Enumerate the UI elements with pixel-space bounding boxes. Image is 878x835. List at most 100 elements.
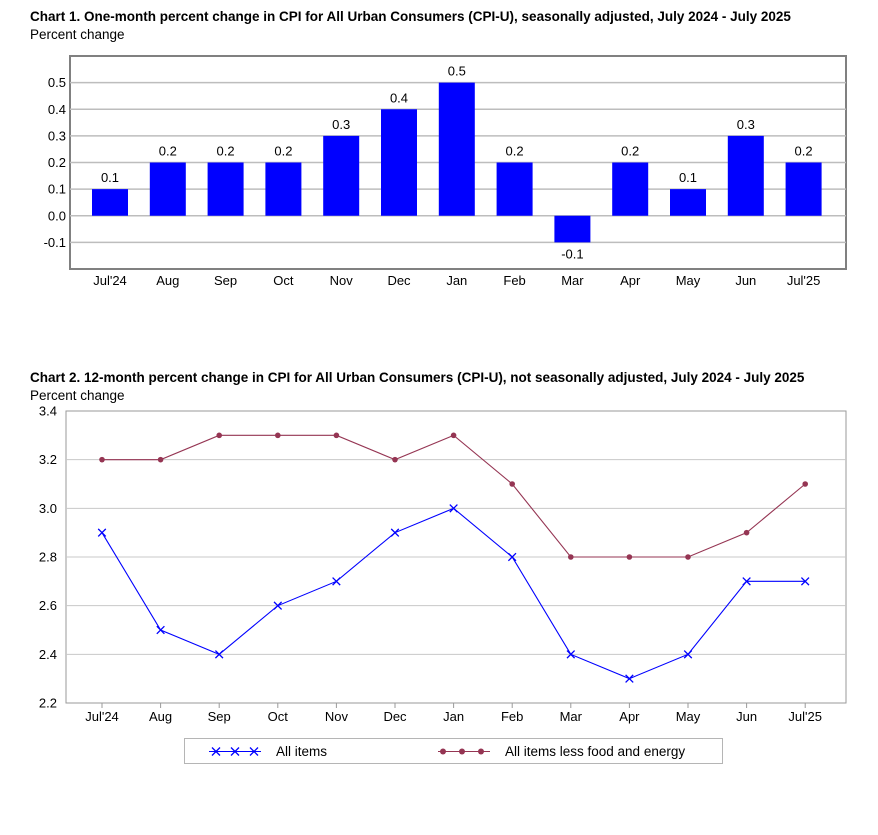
chart1-xtick-label: Aug [156,273,179,288]
chart2-point-core [509,481,515,487]
chart2-xtick-label: May [676,709,701,724]
chart1-ytick-label: -0.1 [44,235,66,250]
chart2-point-core [392,456,398,463]
legend-all-items-label: All items [276,744,328,759]
chart1-ylabel: Percent change [30,27,125,42]
chart2-point-core [450,432,457,439]
chart2-point-all-items [507,552,517,562]
chart1-xtick-label: Nov [330,273,354,288]
chart1-bar [149,162,186,216]
chart2-xtick-label: Dec [383,709,407,724]
chart2-ytick-label: 3.4 [39,404,57,419]
chart2-point-all-items [449,504,458,513]
chart1-bar [381,109,417,216]
chart1-xtick-label: Sep [214,273,237,288]
chart2-point-core [157,456,164,463]
chart1-xtick-label: Jul'25 [787,273,821,288]
chart2-point-all-items [97,528,107,537]
chart1-ytick-label: 0.0 [48,208,66,223]
chart2-point-all-items [156,625,165,635]
chart1-bar [785,162,822,216]
chart1-data-label: 0.2 [621,144,639,159]
chart2-xtick-label: Mar [560,709,583,724]
chart2-point-all-items [683,650,693,659]
chart2-point-all-items [273,601,283,610]
legend-all-items-swatch [209,747,261,756]
chart2-xtick-label: Feb [501,709,523,724]
chart2-ytick-label: 2.8 [39,550,57,565]
chart1-bar [438,82,475,216]
chart1-xtick-label: Oct [273,273,294,288]
chart1-bar [323,135,360,216]
chart2-ytick-label: 2.4 [39,647,57,662]
chart1-bar [670,189,706,216]
chart2-point-all-items [625,674,634,683]
chart1-data-label: 0.3 [737,117,755,132]
legend-core-swatch [438,748,490,755]
chart2-xtick-label: Aug [149,709,172,724]
chart1-ytick-label: 0.5 [48,75,66,90]
chart2-point-all-items [800,577,810,586]
chart2-xtick-label: Jun [736,709,757,724]
chart2-ytick-label: 2.2 [39,696,57,711]
chart2-xtick-label: Nov [325,709,349,724]
chart1-xtick-label: May [676,273,701,288]
chart1-ytick-label: 0.4 [48,102,66,117]
chart1-xtick-label: Mar [561,273,584,288]
chart1-data-label: 0.1 [679,170,697,185]
chart2-point-all-items [332,577,341,586]
chart2-point-core [568,554,574,560]
chart2-xtick-label: Jul'25 [788,709,822,724]
chart1-data-label: 0.2 [217,144,235,159]
chart2-point-core [802,481,808,487]
chart1-bar [554,215,591,243]
chart2-point-all-items [214,650,224,659]
chart1-data-label: 0.2 [274,144,292,159]
chart1-xtick-label: Jan [446,273,467,288]
chart1-xtick-label: Jun [735,273,756,288]
chart1-xtick-label: Feb [503,273,525,288]
chart2-legend: All items All items less food and energy [184,738,723,764]
chart1-data-label: 0.5 [448,64,466,79]
chart1-bar [612,162,649,216]
chart1-data-label: -0.1 [561,246,583,261]
chart1-data-label: 0.2 [159,144,177,159]
chart2-point-core [99,456,105,463]
chart2-point-all-items [390,528,400,537]
chart1-bar [265,162,302,216]
chart1-ytick-label: 0.1 [48,182,66,197]
chart1-bar [207,162,244,216]
chart2-ylabel: Percent change [30,388,125,403]
chart1-bar [92,189,128,216]
chart1-data-label: 0.1 [101,170,119,185]
chart2-point-core [333,432,340,439]
chart2-ytick-label: 3.2 [39,452,57,467]
chart2-point-core [275,432,281,439]
chart1-bar [727,135,764,216]
chart1-ytick-label: 0.3 [48,128,66,143]
chart1-xtick-label: Jul'24 [93,273,127,288]
chart2-xtick-label: Apr [619,709,640,724]
chart2-xtick-label: Jul'24 [85,709,119,724]
chart2-xtick-label: Sep [208,709,231,724]
legend-core-label: All items less food and energy [505,744,686,759]
chart2-title: Chart 2. 12-month percent change in CPI … [30,370,805,385]
chart2-point-core [743,529,750,536]
chart1-data-label: 0.2 [795,144,813,159]
chart1-bar-chart: -0.1 0.0 0.1 0.2 0.3 0.4 0.5 0.1 Jul'24 0.2 Aug 0.2… [44,55,847,288]
chart2-point-all-items [742,577,751,586]
chart1-xtick-label: Dec [387,273,411,288]
chart1-bar [496,162,533,216]
chart2-xtick-label: Oct [268,709,289,724]
chart2-point-core [216,432,222,439]
chart1-data-label: 0.4 [390,90,408,105]
chart2-xtick-label: Jan [443,709,464,724]
chart2-point-core [685,554,691,560]
chart2-ytick-label: 2.6 [39,598,57,613]
chart2-ytick-label: 3.0 [39,501,57,516]
chart1-xtick-label: Apr [620,273,641,288]
chart2-point-all-items [566,650,576,659]
chart1-ytick-label: 0.2 [48,155,66,170]
chart2-point-core [626,554,633,560]
